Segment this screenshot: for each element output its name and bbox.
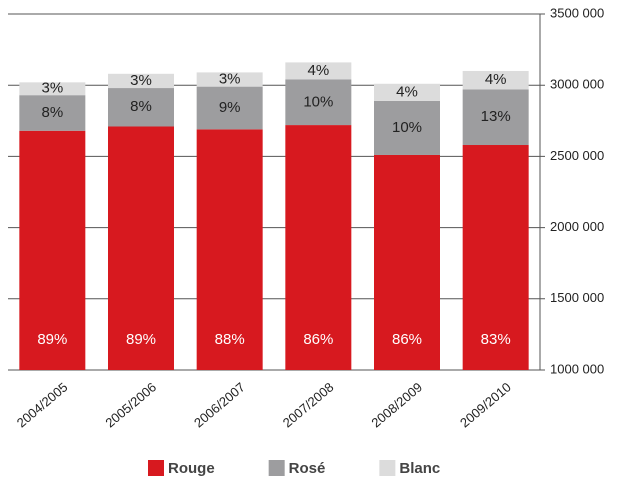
bar-segment <box>19 82 86 96</box>
legend-swatch <box>148 460 164 476</box>
value-label: 3% <box>219 70 241 87</box>
bar-segment <box>196 86 263 130</box>
y-tick-label: 2500 000 <box>550 148 604 163</box>
bar-segment <box>374 83 440 101</box>
x-tick-label: 2006/2007 <box>191 379 248 430</box>
legend-swatch <box>268 460 285 476</box>
value-label: 86% <box>392 331 422 348</box>
legend-label: Blanc <box>399 460 440 477</box>
y-tick-label: 3500 000 <box>550 5 604 20</box>
value-label: 88% <box>215 331 245 348</box>
y-tick-label: 2000 000 <box>550 219 604 234</box>
x-tick-label: 2008/2009 <box>368 379 425 430</box>
bar-segment <box>108 126 174 370</box>
x-tick-label: 2009/2010 <box>457 379 514 430</box>
bar-segment <box>374 100 440 155</box>
legend-label: Rosé <box>289 460 326 477</box>
bar-segment <box>19 130 86 370</box>
y-tick-label: 3000 000 <box>550 77 604 92</box>
value-label: 3% <box>130 72 152 89</box>
value-label: 4% <box>307 62 329 79</box>
value-label: 10% <box>392 119 422 136</box>
value-label: 10% <box>303 93 333 110</box>
bar-segment <box>374 154 440 370</box>
value-label: 8% <box>41 104 63 121</box>
bar-segment <box>462 145 529 370</box>
value-label: 9% <box>219 99 241 116</box>
bar-segment <box>108 73 174 89</box>
value-label: 8% <box>130 98 152 115</box>
value-label: 86% <box>303 331 333 348</box>
y-tick-label: 1500 000 <box>550 290 604 305</box>
legend-swatch <box>379 460 396 476</box>
x-tick-label: 2007/2008 <box>280 379 337 430</box>
value-label: 89% <box>126 331 156 348</box>
value-label: 4% <box>485 71 507 88</box>
value-label: 83% <box>481 331 511 348</box>
value-label: 4% <box>396 83 418 100</box>
bar-segment <box>196 129 263 370</box>
x-tick-label: 2005/2006 <box>102 379 159 430</box>
y-tick-label: 1000 000 <box>550 361 604 376</box>
bar-segment <box>285 62 352 80</box>
value-label: 89% <box>37 331 67 348</box>
bar-segment <box>462 89 529 146</box>
bar-segment <box>285 125 352 371</box>
bar-segment <box>19 95 86 131</box>
value-label: 3% <box>41 80 63 97</box>
bar-segment <box>462 70 529 90</box>
value-label: 13% <box>481 108 511 125</box>
bar-segment <box>196 72 263 87</box>
bar-segment <box>285 79 352 126</box>
bar-segment <box>108 88 174 127</box>
legend-label: Rouge <box>168 460 215 477</box>
x-tick-label: 2004/2005 <box>14 379 71 430</box>
